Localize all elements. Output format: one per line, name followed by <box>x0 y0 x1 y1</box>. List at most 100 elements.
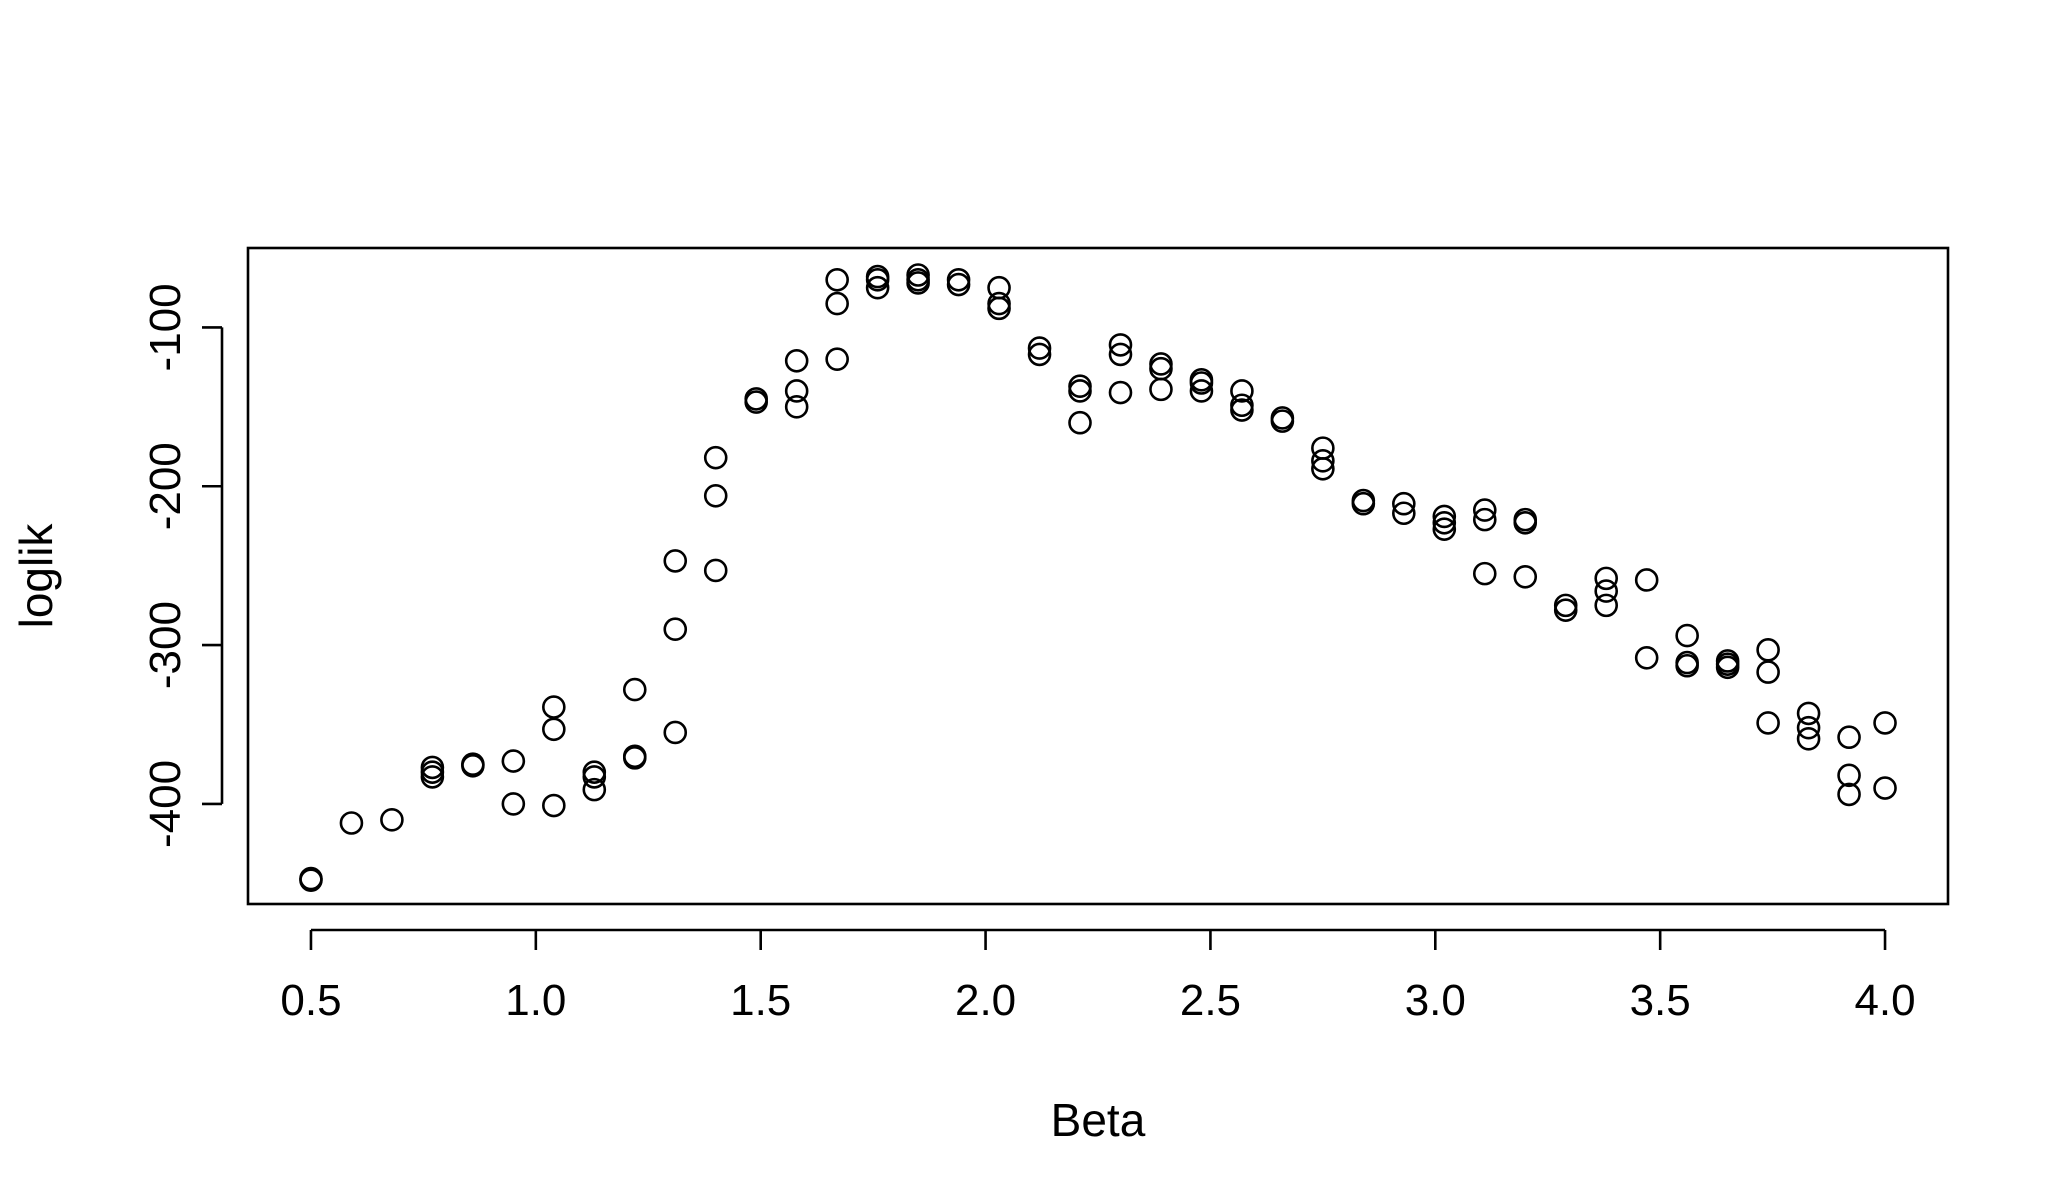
data-point <box>1068 379 1092 403</box>
data-point <box>1027 336 1052 360</box>
data-point <box>1108 333 1133 357</box>
data-point <box>1311 436 1335 460</box>
x-tick-label: 3.5 <box>1630 976 1691 1025</box>
data-point <box>1873 776 1897 800</box>
data-point <box>1594 593 1619 618</box>
data-point <box>1230 398 1254 422</box>
data-point <box>1270 409 1295 433</box>
data-point <box>1351 491 1376 516</box>
data-point <box>622 677 647 702</box>
data-point <box>1837 763 1861 788</box>
data-point <box>1675 653 1699 678</box>
data-point <box>1796 715 1821 740</box>
data-point <box>1068 410 1092 435</box>
data-point <box>582 777 607 802</box>
data-point <box>1149 356 1173 381</box>
x-tick-label: 3.0 <box>1405 976 1466 1025</box>
data-point <box>1634 646 1659 670</box>
data-point <box>1553 593 1578 618</box>
x-tick-label: 2.5 <box>1180 976 1241 1025</box>
data-point <box>663 720 688 745</box>
data-point <box>380 808 404 832</box>
plot-frame <box>246 246 1950 906</box>
data-point <box>1108 380 1133 405</box>
data-point <box>622 746 647 770</box>
data-point <box>1392 491 1416 516</box>
data-point <box>784 348 809 373</box>
data-point <box>825 347 849 371</box>
data-point <box>865 275 890 300</box>
data-point <box>946 272 971 297</box>
data-point <box>1472 561 1497 586</box>
data-point <box>542 695 566 719</box>
data-point <box>1432 504 1457 529</box>
data-point <box>1756 638 1780 662</box>
data-point <box>1472 498 1497 522</box>
data-point <box>703 558 728 583</box>
data-point <box>501 792 526 816</box>
x-axis-title: Beta <box>1051 1094 1146 1146</box>
data-points <box>299 263 1897 892</box>
x-tick-label: 0.5 <box>280 976 341 1025</box>
y-tick-label: -100 <box>141 283 190 371</box>
data-point <box>946 267 971 292</box>
data-point <box>703 445 728 470</box>
data-point <box>1189 379 1214 403</box>
data-point <box>1756 660 1780 684</box>
y-tick-label: -200 <box>141 442 190 530</box>
data-point <box>501 749 526 773</box>
data-point <box>987 291 1011 316</box>
data-point <box>420 765 445 789</box>
data-point <box>1756 711 1780 735</box>
data-point <box>663 617 688 642</box>
data-point <box>1149 377 1173 402</box>
data-point <box>663 549 688 573</box>
y-axis: -400 -300 -200 -100 <box>141 283 224 848</box>
data-point <box>1230 379 1254 403</box>
data-point <box>1230 393 1254 418</box>
y-tick-label: -300 <box>141 601 190 689</box>
y-axis-title: loglik <box>10 523 62 629</box>
data-point <box>784 395 809 419</box>
data-point <box>825 291 849 316</box>
data-point <box>1149 352 1173 376</box>
data-point <box>299 868 323 892</box>
data-point <box>1068 374 1092 398</box>
data-point <box>1594 579 1619 603</box>
data-point <box>1513 564 1538 589</box>
x-axis: 0.5 1.0 1.5 2.0 2.5 3.0 3.5 4.0 <box>280 928 1916 1025</box>
data-point <box>1873 711 1897 735</box>
data-point <box>339 811 364 835</box>
data-point <box>1796 727 1821 751</box>
data-point <box>1634 568 1659 592</box>
data-point <box>1553 598 1578 622</box>
y-tick-label: -400 <box>141 760 190 848</box>
data-point <box>1189 371 1214 395</box>
data-point <box>744 390 769 414</box>
data-point <box>1392 501 1416 526</box>
data-point <box>865 267 890 292</box>
data-point <box>784 379 809 403</box>
data-point <box>582 765 607 789</box>
data-point <box>1837 782 1861 807</box>
data-point <box>461 752 485 777</box>
data-point <box>1513 510 1538 535</box>
data-point <box>542 717 566 742</box>
x-tick-label: 1.5 <box>730 976 791 1025</box>
data-point <box>1311 449 1335 473</box>
data-point <box>1432 517 1457 541</box>
data-point <box>420 760 445 784</box>
data-point <box>1108 342 1133 367</box>
data-point <box>542 793 566 818</box>
x-tick-label: 1.0 <box>505 976 566 1025</box>
data-point <box>1027 342 1052 367</box>
data-point <box>703 483 728 508</box>
data-point <box>1715 655 1740 680</box>
data-point <box>825 267 849 292</box>
data-point <box>1675 623 1699 648</box>
data-point <box>1594 566 1619 591</box>
x-tick-label: 4.0 <box>1854 976 1915 1025</box>
data-point <box>1432 510 1457 535</box>
data-point <box>906 271 930 295</box>
